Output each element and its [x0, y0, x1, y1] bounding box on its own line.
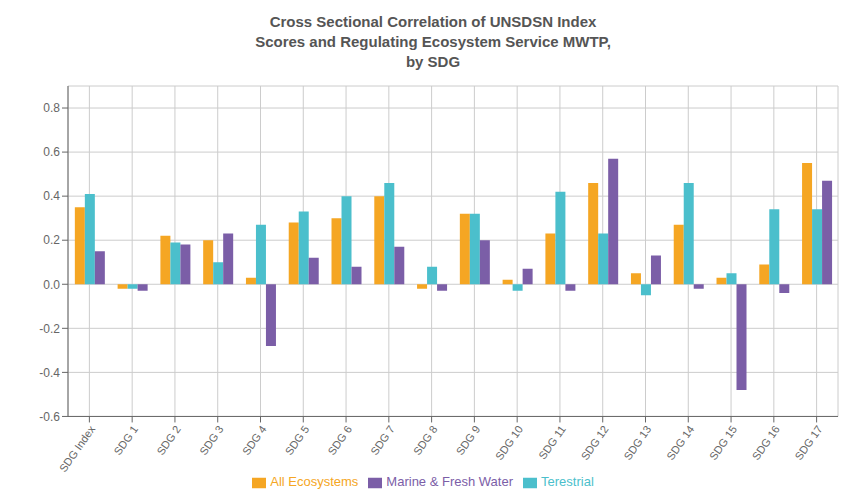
- svg-text:SDG 16: SDG 16: [750, 423, 782, 462]
- svg-text:SDG 9: SDG 9: [454, 423, 483, 457]
- svg-text:-0.4: -0.4: [39, 366, 60, 380]
- svg-text:SDG 6: SDG 6: [325, 423, 354, 457]
- svg-text:0.0: 0.0: [43, 278, 60, 292]
- svg-text:SDG 5: SDG 5: [283, 423, 312, 457]
- svg-text:0.6: 0.6: [43, 145, 60, 159]
- svg-text:0.8: 0.8: [43, 101, 60, 115]
- svg-text:SDG 11: SDG 11: [536, 423, 568, 461]
- svg-text:SDG 4: SDG 4: [240, 423, 269, 457]
- svg-text:SDG 13: SDG 13: [621, 423, 653, 462]
- svg-text:SDG 7: SDG 7: [368, 423, 397, 457]
- svg-text:SDG 17: SDG 17: [792, 423, 824, 462]
- svg-text:0.2: 0.2: [43, 233, 60, 247]
- svg-text:0.4: 0.4: [43, 189, 60, 203]
- html-text:Cross Sectional Correlation of: Cross Sectional Correlation of UNSDSN In…: [269, 13, 597, 30]
- svg-text:SDG 2: SDG 2: [154, 423, 183, 457]
- html-text:All Ecosystems: All Ecosystems: [270, 474, 359, 490]
- svg-text:SDG 14: SDG 14: [664, 423, 696, 462]
- svg-text:-0.2: -0.2: [39, 322, 60, 336]
- svg-text:SDG 12: SDG 12: [578, 423, 610, 462]
- svg-text:SDG 15: SDG 15: [707, 423, 739, 462]
- svg-text:SDG 8: SDG 8: [411, 423, 440, 457]
- html-text:Terestrial: Terestrial: [541, 474, 594, 490]
- svg-text:SDG 10: SDG 10: [493, 423, 525, 462]
- svg-text:SDG 1: SDG 1: [111, 423, 140, 457]
- html-text:by SDG: by SDG: [405, 53, 461, 70]
- svg-text:-0.6: -0.6: [39, 410, 60, 424]
- html-text:Marine & Fresh Water: Marine & Fresh Water: [386, 474, 513, 490]
- html-text:Scores and Regulating Ecosyste: Scores and Regulating Ecosystem Service …: [255, 33, 611, 50]
- svg-text:SDG 3: SDG 3: [197, 423, 226, 457]
- svg-text:SDG Index: SDG Index: [57, 423, 98, 474]
